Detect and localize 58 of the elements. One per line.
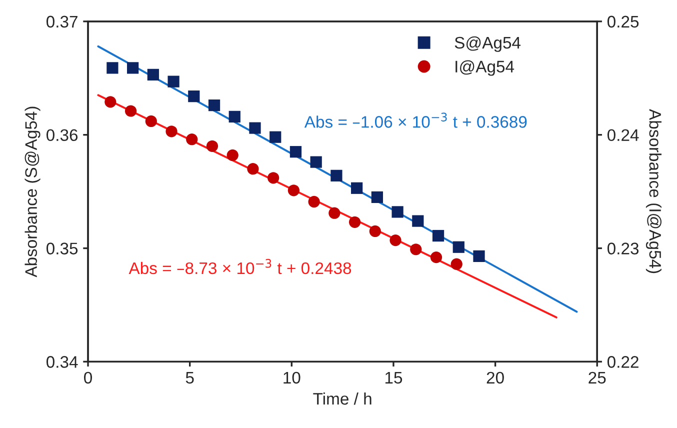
point [247, 163, 259, 175]
annotation: Abs = –8.73 × 10$^{−3}$ t + 0.2438 [128, 258, 352, 274]
point [351, 182, 363, 194]
point [432, 230, 444, 242]
y2-tick-label: 0.25 [607, 16, 639, 28]
y-axis-title: Absorbance (S@Ag54) [24, 106, 40, 278]
legend-label: I@Ag54 [456, 60, 514, 76]
x-tick-label: 20 [486, 372, 504, 384]
point [310, 156, 322, 168]
point [104, 96, 116, 108]
point [249, 122, 261, 134]
x-tick-label: 25 [588, 372, 606, 384]
y2-tick-label: 0.23 [607, 242, 639, 254]
y2-tick-label: 0.22 [607, 356, 638, 368]
y-tick-label: 0.37 [46, 16, 78, 28]
point [290, 146, 302, 158]
y-tick-label: 0.35 [46, 242, 78, 254]
point [268, 172, 280, 184]
y-tick-label: 0.36 [46, 129, 78, 142]
point [106, 62, 118, 74]
point [348, 216, 361, 228]
point [166, 126, 178, 138]
y-tick-label: 0.34 [46, 356, 78, 368]
point [430, 252, 442, 264]
point [168, 76, 180, 88]
point [270, 131, 282, 143]
legend-label: S@Ag54 [454, 36, 521, 52]
point [371, 191, 383, 204]
point [369, 225, 381, 238]
point [147, 68, 159, 81]
annotation: Abs = –1.06 × 10$^{−3}$ t + 0.3689 [304, 112, 527, 128]
x-axis-title: Time / h [313, 392, 372, 405]
point [188, 90, 200, 102]
point [186, 134, 198, 146]
point [450, 258, 462, 270]
point [208, 100, 220, 112]
point [473, 250, 485, 262]
point [390, 234, 402, 246]
point [412, 215, 424, 227]
point [228, 110, 240, 122]
y2-axis-title: Absorbance (I@Ag54) [646, 108, 662, 274]
x-tick-label: 0 [84, 372, 92, 384]
point [330, 170, 342, 182]
x-tick-label: 15 [385, 372, 402, 384]
x-tick-label: 5 [186, 372, 194, 384]
y2-tick-label: 0.24 [607, 129, 639, 142]
point [206, 140, 218, 152]
point [392, 206, 404, 218]
point [410, 244, 422, 256]
point [452, 241, 464, 253]
x-tick-label: 10 [284, 372, 300, 384]
point [127, 62, 139, 74]
point [124, 105, 137, 117]
point [288, 184, 300, 196]
point [226, 149, 238, 162]
point [328, 207, 340, 219]
point [145, 115, 157, 128]
point [308, 196, 320, 208]
